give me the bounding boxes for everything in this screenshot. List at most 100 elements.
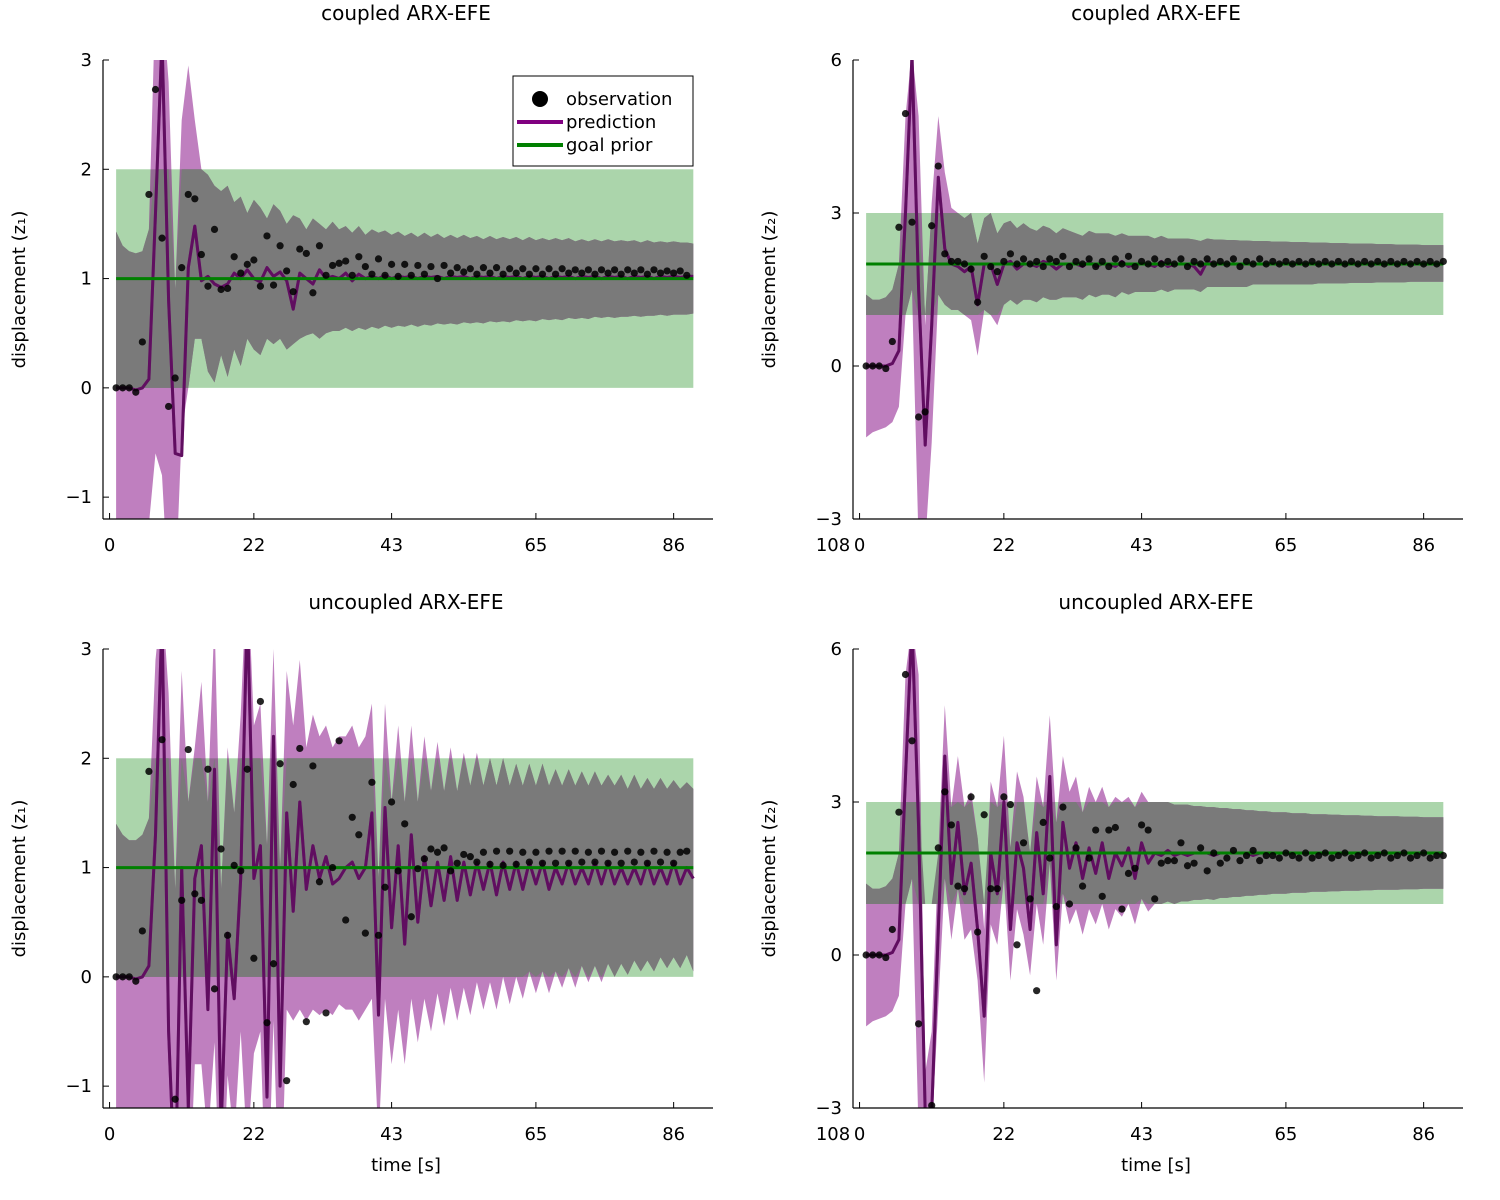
observation-point (243, 765, 251, 773)
observation-point (420, 855, 428, 863)
observation-point (1065, 900, 1074, 908)
observation-point (335, 737, 343, 745)
observation-point (1387, 257, 1395, 266)
observation-point (895, 223, 903, 231)
observation-point (1393, 260, 1402, 268)
observation-point (993, 268, 1001, 276)
observation-point (947, 821, 955, 829)
observation-point (1046, 255, 1054, 263)
observation-point (611, 848, 619, 856)
y-tick-label: 0 (81, 967, 92, 988)
observation-point (1406, 260, 1415, 268)
observation-point (1275, 854, 1283, 862)
chart-title: uncoupled ARX-EFE (1058, 590, 1253, 614)
observation-point (1242, 257, 1251, 266)
observation-point (237, 867, 245, 875)
observation-point (597, 266, 606, 274)
observation-point (882, 953, 890, 962)
observation-point (184, 190, 192, 199)
observation-point (1387, 854, 1395, 862)
observation-point (914, 1020, 923, 1028)
observation-point (1433, 851, 1441, 860)
observation-point (1236, 857, 1244, 865)
observation-point (558, 265, 566, 273)
observation-point (1138, 821, 1146, 829)
observation-point (1315, 260, 1323, 268)
observation-point (1315, 851, 1323, 860)
observation-point (1275, 260, 1283, 268)
x-axis-label: time [s] (1121, 1155, 1191, 1176)
observation-point (584, 266, 592, 274)
observation-point (506, 847, 514, 855)
observation-point (269, 281, 278, 289)
observation-point (1380, 260, 1388, 268)
panel-top-right: 0 22 43 65 86 −3 0 3 6 108 coupled ARX-EFE displace… (759, 1, 1463, 556)
observation-point (571, 266, 579, 274)
observation-point (112, 973, 120, 981)
observation-point (630, 269, 638, 277)
observation-point (1288, 851, 1297, 860)
y-tick-label: 3 (81, 50, 92, 71)
observation-point (1151, 255, 1159, 263)
observation-point (1242, 851, 1251, 860)
observation-point (1046, 854, 1054, 862)
observation-point (869, 951, 877, 959)
observation-point (1059, 803, 1067, 811)
observation-point (545, 265, 553, 273)
observation-point (250, 256, 258, 264)
observation-point (112, 384, 120, 392)
observation-point (862, 951, 870, 959)
observation-point (1033, 987, 1041, 995)
observation-point (250, 954, 258, 962)
y-tick-label: −1 (65, 487, 92, 508)
y-axis-label: displacement (z₁) (9, 211, 30, 369)
observation-point (368, 778, 376, 786)
observation-point (342, 257, 350, 265)
observation-point (283, 267, 291, 275)
observation-point (479, 264, 488, 272)
y-tick-label: 3 (831, 792, 842, 813)
x-tick-label: 65 (524, 535, 547, 556)
observation-point (1433, 260, 1441, 268)
observation-point (650, 266, 658, 274)
observation-point (1256, 857, 1264, 865)
x-tick-label: 43 (380, 1124, 403, 1145)
observation-point (1308, 854, 1316, 862)
observation-point (1334, 851, 1342, 860)
observation-point (928, 1101, 936, 1108)
observation-point (315, 878, 324, 886)
observation-point (335, 259, 343, 267)
observation-point (862, 362, 870, 370)
observation-point (368, 270, 376, 278)
observation-point (987, 262, 995, 271)
extra-x-tick-label: 108 (816, 1124, 850, 1145)
observation-point (302, 249, 310, 258)
observation-point (1328, 854, 1336, 862)
y-axis-label: displacement (z₁) (9, 800, 30, 958)
observation-point (954, 882, 962, 890)
observation-point (1380, 849, 1388, 857)
observation-point (506, 265, 514, 273)
observation-point (1065, 262, 1074, 271)
observation-point (151, 85, 160, 94)
observation-point (296, 744, 304, 753)
observation-point (1321, 849, 1329, 857)
legend-label: goal prior (566, 135, 653, 156)
observation-point (119, 973, 127, 981)
observation-point (1361, 257, 1369, 266)
observation-point (1262, 851, 1270, 860)
observation-point (263, 232, 271, 240)
observation-point (486, 269, 494, 277)
observation-point (512, 860, 520, 868)
observation-point (980, 252, 988, 260)
observation-point (197, 250, 205, 259)
observation-point (519, 265, 527, 273)
observation-point (374, 931, 383, 939)
observation-point (624, 266, 632, 274)
observation-point (224, 284, 232, 293)
observation-point (663, 848, 671, 856)
observation-point (656, 269, 665, 277)
observation-point (276, 760, 284, 768)
observation-point (1131, 262, 1139, 271)
observation-point (499, 270, 507, 278)
